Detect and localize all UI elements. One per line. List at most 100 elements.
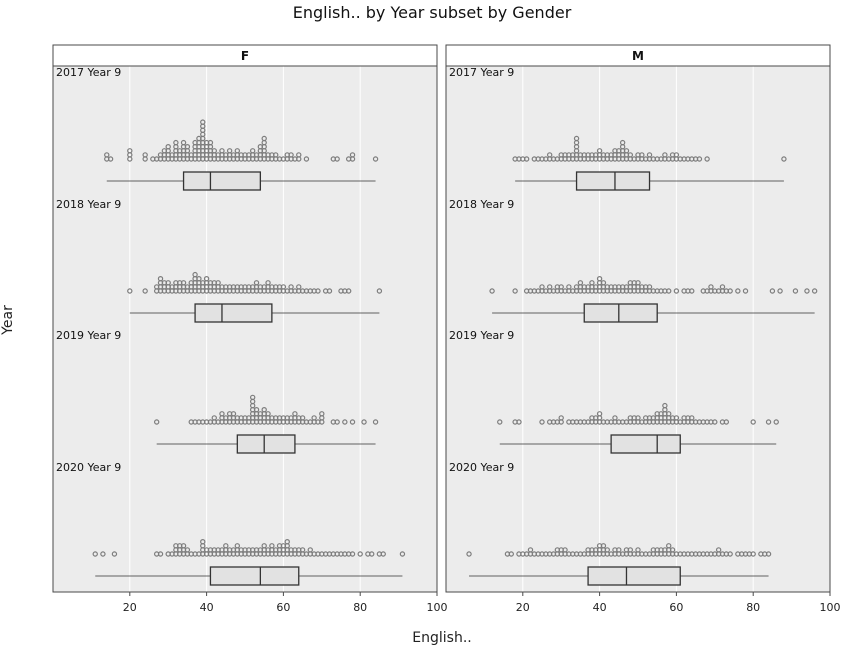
data-point: [539, 419, 545, 425]
data-point: [319, 411, 325, 417]
data-point: [612, 415, 618, 421]
plot-area: F 2017 Year 9 2018 Year 9 2019 Year 9 2020 Y…: [52, 44, 841, 614]
row-0: 2017 Year 9: [56, 66, 379, 191]
data-point: [666, 543, 672, 549]
row-1: 2018 Year 9: [449, 198, 818, 323]
panel-f: F 2017 Year 9 2018 Year 9 2019 Year 9 2020 Y…: [52, 44, 448, 614]
x-axis-title: English..: [412, 630, 471, 646]
data-point: [735, 288, 741, 294]
data-point: [211, 148, 217, 154]
data-point: [673, 288, 680, 294]
panel-background: [446, 66, 830, 592]
data-point: [646, 152, 653, 158]
data-point: [311, 415, 317, 421]
x-tick-label: 40: [593, 601, 607, 614]
data-point: [696, 156, 703, 162]
data-point: [769, 288, 776, 294]
data-point: [173, 139, 179, 146]
data-point: [497, 419, 503, 425]
row-1: 2018 Year 9: [56, 198, 383, 323]
data-point: [361, 419, 367, 425]
data-point: [539, 284, 545, 290]
data-point: [261, 407, 267, 413]
row-2: 2019 Year 9: [449, 329, 779, 454]
data-point: [380, 551, 386, 557]
x-tick-label: 60: [669, 601, 683, 614]
data-point: [226, 148, 233, 154]
data-point: [639, 152, 645, 158]
x-tick-label: 20: [516, 601, 530, 614]
data-point: [372, 156, 379, 162]
data-point: [727, 288, 733, 294]
chart-title: English.. by Year subset by Gender: [293, 3, 572, 22]
data-point: [777, 288, 783, 294]
data-point: [573, 135, 580, 142]
data-point: [111, 551, 118, 557]
data-point: [466, 551, 472, 557]
data-point: [196, 276, 202, 282]
data-point: [489, 288, 495, 294]
row-label: 2020 Year 9: [56, 461, 121, 474]
data-point: [666, 411, 672, 417]
box: [583, 303, 658, 323]
data-point: [669, 547, 676, 553]
data-point: [516, 419, 522, 425]
data-point: [376, 288, 383, 294]
data-point: [600, 543, 607, 549]
data-point: [719, 284, 726, 290]
data-point: [596, 148, 603, 154]
data-point: [165, 143, 171, 150]
data-point: [723, 419, 730, 425]
data-point: [107, 156, 114, 162]
row-2: 2019 Year 9: [56, 329, 379, 454]
data-point: [727, 551, 733, 557]
data-point: [180, 543, 187, 549]
data-point: [508, 551, 514, 557]
data-point: [157, 276, 164, 282]
data-point: [750, 419, 756, 425]
row-label: 2017 Year 9: [449, 66, 514, 79]
x-tick-label: 100: [427, 601, 448, 614]
data-point: [100, 551, 106, 557]
data-point: [342, 419, 348, 425]
data-point: [715, 547, 722, 553]
data-point: [165, 280, 171, 286]
data-point: [589, 280, 595, 286]
data-point: [288, 284, 294, 290]
row-label: 2019 Year 9: [449, 329, 514, 342]
data-point: [627, 152, 634, 158]
box: [194, 303, 273, 323]
data-point: [646, 284, 653, 290]
data-point: [666, 288, 672, 294]
panel-m: M 2017 Year 9 2018 Year 9 2019 Year 9 2020 Y…: [445, 44, 841, 614]
data-point: [184, 547, 191, 553]
row-label: 2019 Year 9: [56, 329, 121, 342]
data-point: [299, 415, 306, 421]
data-point: [249, 394, 256, 401]
data-point: [673, 415, 680, 421]
data-point: [349, 152, 356, 158]
data-point: [269, 543, 275, 549]
data-point: [261, 135, 267, 142]
data-point: [253, 280, 260, 286]
box: [610, 434, 681, 454]
data-point: [215, 280, 221, 286]
data-point: [635, 280, 641, 286]
data-point: [546, 152, 553, 158]
data-point: [635, 547, 641, 553]
box: [587, 566, 681, 586]
data-point: [265, 280, 271, 286]
data-point: [689, 288, 695, 294]
box: [182, 171, 262, 191]
data-point: [704, 156, 710, 162]
data-point: [765, 419, 772, 425]
data-point: [349, 551, 356, 557]
data-point: [253, 407, 260, 413]
data-point: [104, 152, 110, 158]
data-point: [635, 415, 641, 421]
data-point: [203, 276, 210, 282]
data-point: [562, 547, 568, 553]
data-point: [712, 419, 718, 425]
data-point: [349, 419, 356, 425]
